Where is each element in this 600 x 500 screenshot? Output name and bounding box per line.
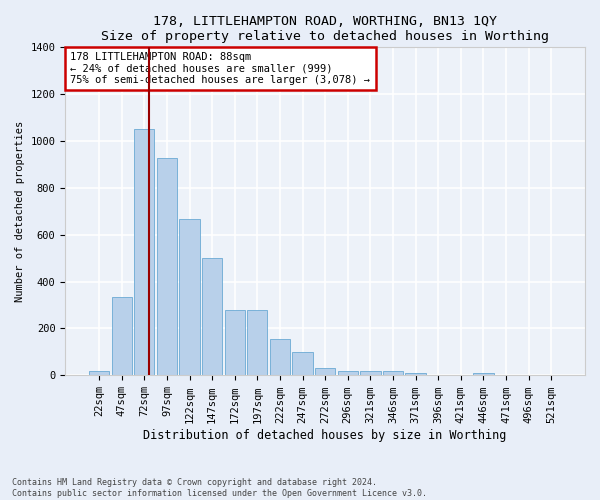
Bar xyxy=(157,158,177,376)
Y-axis label: Number of detached properties: Number of detached properties xyxy=(15,120,25,302)
Bar xyxy=(134,129,154,376)
Bar xyxy=(338,370,358,376)
Bar xyxy=(270,339,290,376)
Text: 178 LITTLEHAMPTON ROAD: 88sqm
← 24% of detached houses are smaller (999)
75% of : 178 LITTLEHAMPTON ROAD: 88sqm ← 24% of d… xyxy=(70,52,370,85)
Text: Contains HM Land Registry data © Crown copyright and database right 2024.
Contai: Contains HM Land Registry data © Crown c… xyxy=(12,478,427,498)
Bar xyxy=(383,371,403,376)
Bar xyxy=(406,373,426,376)
Bar xyxy=(89,371,109,376)
Bar xyxy=(202,258,222,376)
Bar xyxy=(473,373,494,376)
Bar xyxy=(360,371,380,376)
Bar xyxy=(315,368,335,376)
Bar xyxy=(292,352,313,376)
Bar xyxy=(247,310,268,376)
Bar xyxy=(224,310,245,376)
Bar xyxy=(179,220,200,376)
Title: 178, LITTLEHAMPTON ROAD, WORTHING, BN13 1QY
Size of property relative to detache: 178, LITTLEHAMPTON ROAD, WORTHING, BN13 … xyxy=(101,15,549,43)
Bar xyxy=(112,297,132,376)
X-axis label: Distribution of detached houses by size in Worthing: Distribution of detached houses by size … xyxy=(143,430,507,442)
